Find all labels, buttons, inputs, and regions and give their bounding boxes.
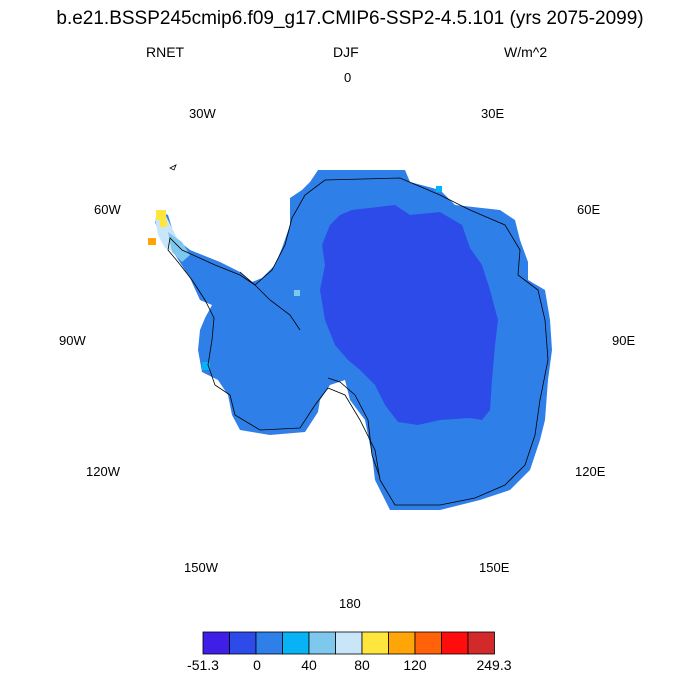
lon-label-0: 0: [344, 70, 352, 85]
variable-label: RNET: [146, 44, 185, 60]
lon-label-150w: 150W: [184, 560, 218, 575]
colorbar-label-0: 0: [253, 657, 261, 673]
peninsula-orange-cell: [148, 238, 156, 245]
peninsula-yellow-cell-2: [160, 220, 167, 227]
lon-label-60w: 60W: [94, 202, 121, 217]
coastline: [167, 177, 549, 506]
lon-label-120e: 120E: [575, 464, 606, 479]
coastal-cyan-cell: [294, 290, 300, 296]
colorbar-box: [255, 631, 283, 655]
season-label: DJF: [333, 44, 359, 60]
south-shetland-island: [169, 164, 177, 171]
lon-label-120w: 120W: [86, 464, 120, 479]
coastal-cyan-cell-3: [436, 186, 442, 192]
lon-label-30e: 30E: [481, 106, 505, 121]
colorbar-box: [202, 631, 230, 655]
lon-label-90w: 90W: [59, 333, 86, 348]
ice-shelf-line: [327, 377, 381, 479]
colorbar-label-min: -51.3: [187, 657, 219, 673]
colorbar-box: [467, 631, 495, 655]
colorbar-box: [229, 631, 257, 655]
peninsula-yellow-cell: [156, 210, 166, 220]
interior-fill: [320, 205, 498, 425]
colorbar: [202, 631, 495, 655]
colorbar-box: [361, 631, 389, 655]
colorbar-label-120: 120: [403, 657, 427, 673]
ice-shelf-line-2: [239, 271, 301, 331]
colorbar-box: [414, 631, 442, 655]
colorbar-box: [388, 631, 416, 655]
lon-label-180: 180: [339, 596, 361, 611]
colorbar-box: [282, 631, 310, 655]
lon-label-90e: 90E: [612, 333, 636, 348]
lon-label-30w: 30W: [189, 106, 216, 121]
colorbar-label-80: 80: [354, 657, 370, 673]
colorbar-label-40: 40: [301, 657, 317, 673]
colorbar-label-max: 249.3: [476, 657, 512, 673]
units-label: W/m^2: [504, 44, 548, 60]
colorbar-box: [308, 631, 336, 655]
colorbar-box: [335, 631, 363, 655]
lon-label-60e: 60E: [577, 202, 601, 217]
lon-label-150e: 150E: [479, 560, 510, 575]
plot-title: b.e21.BSSP245cmip6.f09_g17.CMIP6-SSP2-4.…: [56, 8, 644, 29]
coastal-cyan-cell-2: [202, 362, 210, 370]
colorbar-box: [441, 631, 469, 655]
